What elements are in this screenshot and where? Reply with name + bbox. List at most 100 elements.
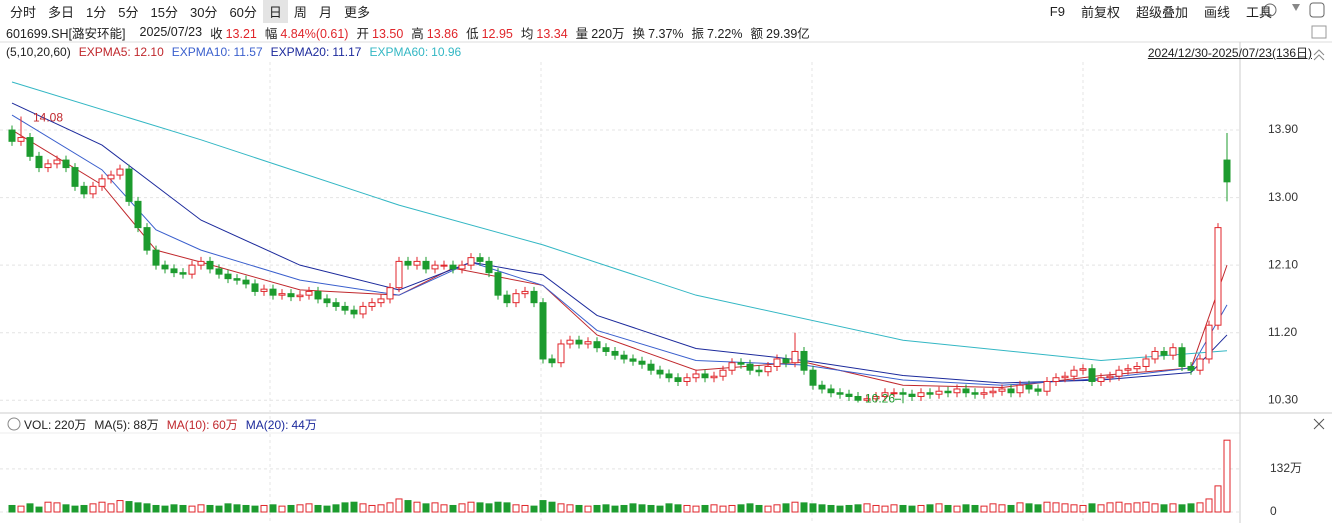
- legend-value: 44万: [291, 418, 317, 432]
- volume-bar: [809, 503, 817, 513]
- volume-bar: [377, 504, 385, 513]
- help-icon[interactable]: [7, 417, 21, 431]
- candle-body: [962, 388, 970, 394]
- volume-bar: [863, 503, 871, 513]
- volume-bar: [1052, 502, 1060, 513]
- period-tab[interactable]: 5分: [118, 4, 139, 20]
- volume-bar: [737, 504, 745, 513]
- period-tab[interactable]: 日: [262, 0, 288, 23]
- period-tab[interactable]: 60分: [229, 4, 257, 20]
- candle-body: [503, 294, 511, 304]
- window-icon[interactable]: [1309, 2, 1325, 18]
- min-label: 10.26: [865, 391, 895, 405]
- candle-body: [233, 278, 241, 281]
- candle-body: [692, 373, 700, 379]
- max-label: 14.08: [33, 111, 63, 125]
- period-tab[interactable]: 30分: [189, 4, 218, 20]
- legend-value: 220万: [54, 418, 87, 432]
- volume-bar: [1187, 503, 1195, 513]
- candle-body: [206, 260, 214, 270]
- y-tick-label: 11.20: [1268, 325, 1297, 339]
- candle-body: [53, 159, 61, 165]
- volume-bar: [1160, 504, 1168, 513]
- volume-bar: [728, 504, 736, 513]
- volume-bar: [458, 503, 466, 513]
- period-tab[interactable]: 1分: [86, 4, 107, 20]
- volume-bar: [404, 500, 412, 513]
- candle-body: [8, 129, 16, 142]
- tool-button[interactable]: 画线: [1203, 4, 1230, 20]
- settings-icon[interactable]: [1263, 3, 1277, 17]
- candle-body: [890, 392, 898, 395]
- period-tab[interactable]: 分时: [10, 4, 37, 20]
- period-tab[interactable]: 周: [293, 4, 307, 20]
- candle-body: [1070, 369, 1078, 377]
- volume-bar: [539, 500, 547, 513]
- candle-body: [548, 358, 556, 364]
- volume-bar: [242, 504, 250, 513]
- candle-body: [431, 264, 439, 270]
- volume-bar: [602, 504, 610, 513]
- candle-body: [701, 373, 709, 379]
- volume-bar: [908, 505, 916, 513]
- volume-bar: [755, 504, 763, 513]
- tool-button[interactable]: 工具: [1245, 4, 1272, 20]
- volume-bar: [485, 503, 493, 513]
- tool-button[interactable]: 前复权: [1080, 4, 1120, 20]
- volume-bar: [1043, 501, 1051, 513]
- candle-body: [539, 302, 547, 360]
- period-tab[interactable]: 月: [318, 4, 332, 20]
- candle-body: [467, 257, 475, 266]
- volume-bar: [899, 504, 907, 513]
- candle-body: [440, 264, 448, 267]
- period-tab[interactable]: 更多: [343, 4, 370, 20]
- volume-bar: [116, 500, 124, 513]
- volume-bar: [413, 501, 421, 513]
- candle-body: [530, 290, 538, 304]
- y-tick-label: 10.30: [1268, 392, 1298, 406]
- candle-body: [269, 288, 277, 296]
- legend-name: EXPMA20:: [270, 45, 330, 59]
- candle-body: [1187, 365, 1195, 371]
- period-tab[interactable]: 15分: [150, 4, 178, 20]
- date-range[interactable]: 2024/12/30-2025/07/23(136日): [1147, 46, 1312, 60]
- candle-body: [1223, 159, 1231, 183]
- candle-body: [215, 268, 223, 275]
- expma-line: [11, 114, 1228, 386]
- candle-body: [188, 264, 196, 275]
- candle-body: [341, 305, 349, 311]
- volume-bar: [188, 505, 196, 513]
- volume-bar: [467, 501, 475, 513]
- volume-bar: [89, 503, 97, 513]
- period-tab[interactable]: 多日: [48, 4, 75, 20]
- candle-body: [368, 302, 376, 307]
- menu-icon[interactable]: [1292, 4, 1300, 11]
- candle-body: [602, 347, 610, 352]
- close-icon[interactable]: [1313, 418, 1325, 430]
- tool-button[interactable]: F9: [1049, 3, 1065, 19]
- expma-line: [11, 102, 1228, 384]
- candle-body: [134, 200, 142, 229]
- candle-body: [881, 392, 889, 397]
- tool-button[interactable]: 超级叠加: [1135, 4, 1188, 20]
- volume-bar: [53, 502, 61, 513]
- wp-icon[interactable]: [1311, 25, 1327, 39]
- quote-label: 量: [575, 26, 589, 41]
- volume-bar: [845, 504, 853, 513]
- symbol: 601699.SH[潞安环能]: [6, 26, 126, 41]
- legend-name: VOL:: [24, 417, 52, 432]
- legend-name: MA(10):: [166, 417, 210, 432]
- quote-item: 振 7.22%: [692, 23, 743, 42]
- candle-body: [179, 272, 187, 275]
- volume-bar: [971, 504, 979, 513]
- quote-value: 220万: [591, 26, 625, 41]
- volume-bar: [350, 501, 358, 513]
- volume-bar: [854, 504, 862, 513]
- candle-body: [512, 293, 520, 304]
- collapse-icon[interactable]: [1313, 49, 1325, 61]
- quote-value: 13.34: [536, 26, 568, 41]
- candle-body: [161, 264, 169, 270]
- quote-item: 额 29.39亿: [750, 23, 809, 42]
